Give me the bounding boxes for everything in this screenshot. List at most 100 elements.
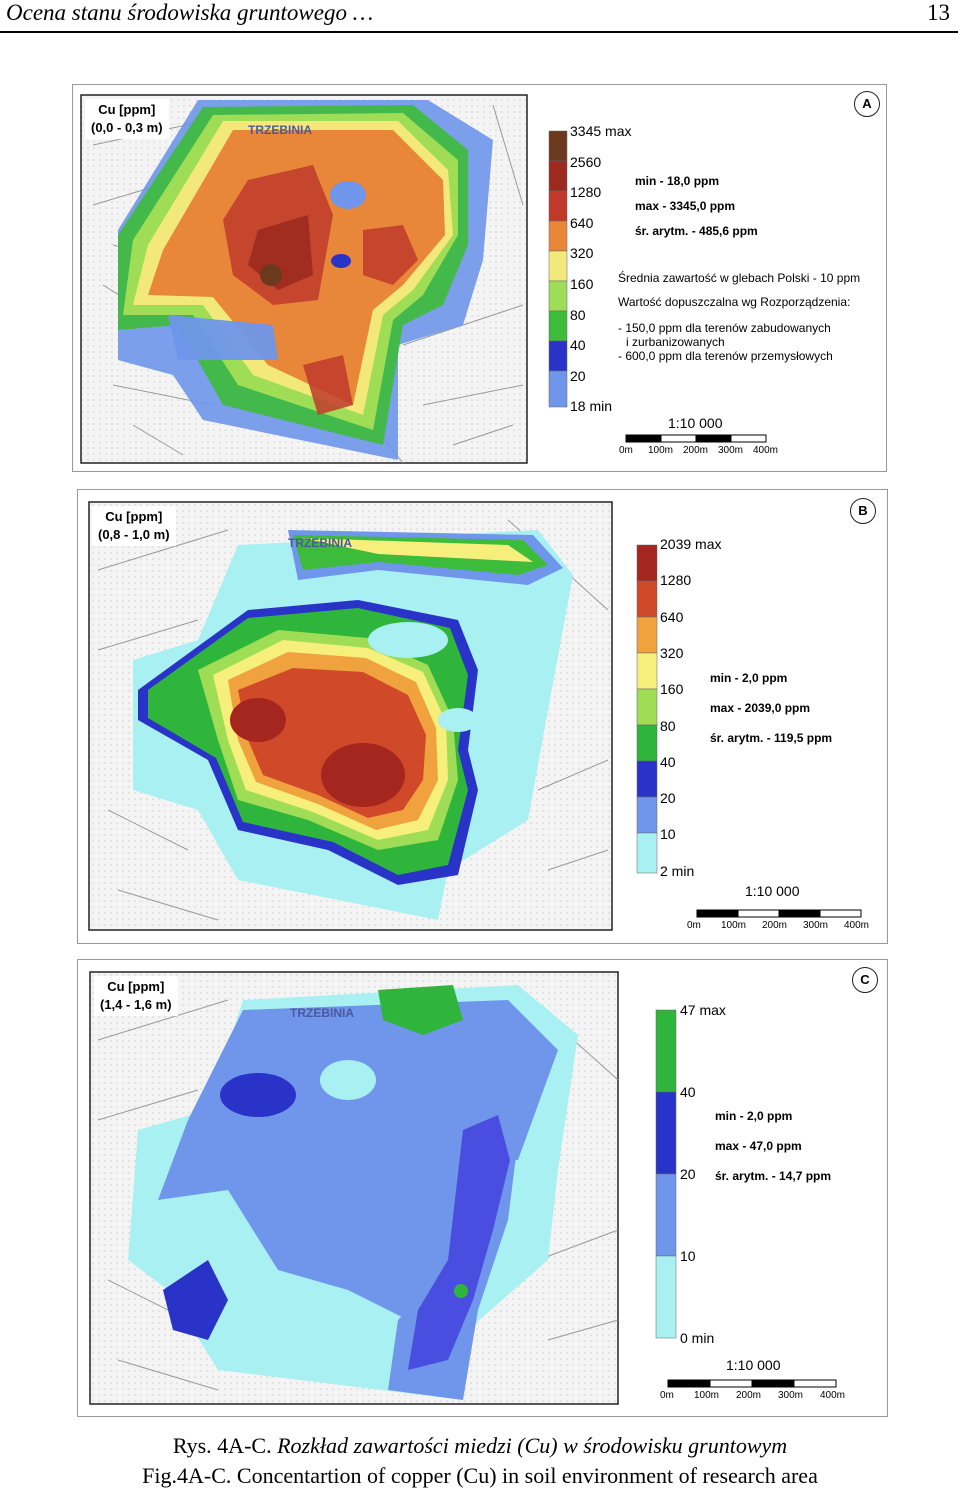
zone-b-max-2: [321, 743, 405, 807]
scale-tick-b-1: 100m: [721, 920, 747, 931]
zone-c-20-core: [408, 1115, 510, 1370]
legend-label-a-9: 18 min: [570, 398, 613, 415]
zone-a-low-west: [168, 315, 278, 360]
stat-max-a: max - 3345,0 ppm: [635, 199, 736, 213]
map-c-title: Cu [ppm] (1,4 - 1,6 m): [94, 976, 178, 1016]
stat-mean-c: śr. arytm. - 14,7 ppm: [715, 1169, 832, 1183]
map-b-place: TRZEBINIA: [288, 536, 352, 550]
legend-label-b-9: 2 min: [660, 862, 695, 879]
legend-label-c-0: 47 max: [680, 1002, 726, 1018]
zone-c-green-dot: [454, 1284, 468, 1298]
zone-b-max-1: [230, 698, 286, 742]
legend-ramp-a: [548, 130, 568, 408]
note-permissible: Wartość dopuszczalna wg Rozporządzenia:: [618, 295, 851, 309]
zone-a-max: [260, 264, 282, 286]
legend-label-a-7: 40: [570, 337, 586, 354]
zone-c-low-pocket: [320, 1060, 376, 1100]
legend-label-b-5: 80: [660, 717, 676, 734]
zone-b-320-north: [303, 538, 533, 562]
scale-tick-c-1: 100m: [694, 1390, 720, 1401]
map-a-title: Cu [ppm] (0,0 - 0,3 m): [85, 99, 169, 139]
scale-text-a: 1:10 000: [668, 415, 723, 431]
zone-c-max: [378, 985, 463, 1035]
running-header-title: Ocena stanu środowiska gruntowego …: [6, 0, 374, 25]
legend-label-b-0: 2039 max: [660, 536, 722, 552]
zone-b-low-pocket-2: [438, 708, 478, 732]
zone-c-40-west: [220, 1073, 296, 1117]
stat-max-b: max - 2039,0 ppm: [710, 701, 811, 715]
legend-label-a-1: 2560: [570, 153, 602, 170]
stat-mean-b: śr. arytm. - 119,5 ppm: [710, 731, 833, 745]
map-panel-c: Cu [ppm] (1,4 - 1,6 m) TRZEBINIA C 47 ma…: [77, 959, 888, 1417]
legend-label-a-6: 80: [570, 306, 586, 323]
scale-tick-b-0: 0m: [687, 920, 701, 931]
legend-label-a-2: 1280: [570, 184, 602, 201]
map-panel-b: Cu [ppm] (0,8 - 1,0 m) TRZEBINIA B 2039 …: [77, 489, 888, 944]
map-b-title: Cu [ppm] (0,8 - 1,0 m): [92, 506, 176, 546]
scale-text-b: 1:10 000: [745, 883, 800, 899]
legend-label-c-3: 10: [680, 1248, 696, 1264]
scale-tick-c-0: 0m: [660, 1390, 674, 1401]
panel-badge-c: C: [852, 967, 878, 993]
legend-label-a-0: 3345 max: [570, 123, 632, 139]
legend-label-b-3: 320: [660, 644, 684, 661]
map-c-place: TRZEBINIA: [290, 1006, 354, 1020]
zone-a-low-pocket-2: [331, 254, 351, 268]
stat-min-b: min - 2,0 ppm: [710, 671, 788, 685]
note-limit-industrial: - 600,0 ppm dla terenów przemysłowych: [618, 349, 833, 363]
legend-label-c-4: 0 min: [680, 1330, 715, 1346]
map-b-title-line2: (0,8 - 1,0 m): [98, 527, 170, 542]
map-c-title-line1: Cu [ppm]: [107, 979, 165, 994]
legend-ramp-c: [655, 1009, 677, 1339]
map-panel-a: Cu [ppm] (0,0 - 0,3 m) TRZEBINIA A 3345 …: [72, 84, 887, 472]
scale-tick-a-2: 200m: [683, 445, 709, 456]
stat-mean-a: śr. arytm. - 485,6 ppm: [635, 224, 758, 238]
stat-max-c: max - 47,0 ppm: [715, 1139, 802, 1153]
scale-tick-c-3: 300m: [778, 1390, 804, 1401]
note-poland-avg: Średnia zawartość w glebach Polski - 10 …: [618, 271, 861, 285]
scale-tick-c-2: 200m: [736, 1390, 762, 1401]
legend-label-c-1: 40: [680, 1084, 696, 1100]
legend-label-a-4: 320: [570, 245, 594, 262]
figure-caption-pl-prefix: Rys. 4A-C.: [172, 1433, 272, 1458]
legend-label-b-1: 1280: [660, 572, 692, 589]
header-rule: [0, 31, 958, 33]
scale-bar-a: [625, 434, 767, 443]
scale-tick-b-4: 400m: [844, 920, 870, 931]
map-c-title-line2: (1,4 - 1,6 m): [100, 997, 172, 1012]
panel-badge-a: A: [854, 91, 880, 117]
legend-label-a-5: 160: [570, 276, 594, 292]
map-a-title-line2: (0,0 - 0,3 m): [91, 120, 163, 135]
scale-tick-a-4: 400m: [753, 445, 779, 456]
scale-bar-b: [696, 909, 862, 918]
page-number: 13: [927, 0, 950, 25]
zone-a-1280-b: [363, 225, 418, 285]
panel-badge-b: B: [850, 498, 876, 524]
figure-caption-pl-text: Rozkład zawartości miedzi (Cu) w środowi…: [271, 1433, 788, 1458]
scale-bar-c: [667, 1379, 837, 1388]
map-a-title-line1: Cu [ppm]: [98, 102, 156, 117]
legend-label-a-3: 640: [570, 214, 594, 231]
scale-tick-b-3: 300m: [803, 920, 829, 931]
legend-label-b-8: 10: [660, 826, 676, 843]
zone-a-1280-c: [303, 355, 353, 415]
legend-label-b-2: 640: [660, 608, 684, 625]
scale-text-c: 1:10 000: [726, 1357, 781, 1373]
note-limit-urban: - 150,0 ppm dla terenów zabudowanych: [618, 321, 831, 335]
legend-label-a-8: 20: [570, 367, 586, 384]
map-b-title-line1: Cu [ppm]: [105, 509, 163, 524]
map-a-place: TRZEBINIA: [248, 123, 312, 137]
scale-tick-a-1: 100m: [648, 445, 674, 456]
stat-min-c: min - 2,0 ppm: [715, 1109, 793, 1123]
stat-min-a: min - 18,0 ppm: [635, 174, 720, 188]
zone-a-low-pocket: [330, 181, 366, 209]
figure-caption-pl: Rys. 4A-C. Rozkład zawartości miedzi (Cu…: [0, 1433, 960, 1459]
scale-tick-a-0: 0m: [619, 445, 633, 456]
scale-tick-b-2: 200m: [762, 920, 788, 931]
legend-label-b-4: 160: [660, 681, 684, 698]
zone-b-low-pocket: [368, 622, 448, 658]
zone-c-40-southwest: [163, 1260, 228, 1340]
note-limit-urban-2: i zurbanizowanych: [626, 335, 725, 349]
scale-tick-a-3: 300m: [718, 445, 744, 456]
map-c-svg: [89, 971, 837, 1405]
